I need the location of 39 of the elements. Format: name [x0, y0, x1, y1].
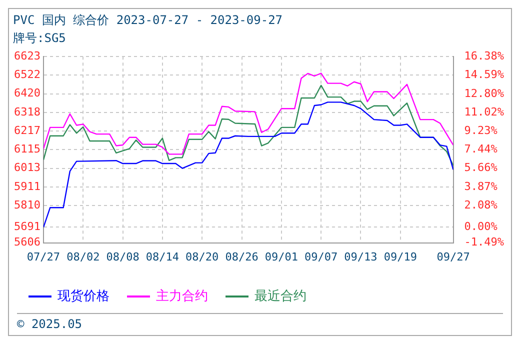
x-tick-label: 09/19 — [384, 250, 417, 264]
x-tick-label: 08/26 — [225, 250, 258, 264]
x-tick-label: 08/20 — [186, 250, 219, 264]
y-tick-label: 6318 — [14, 105, 40, 118]
y2-tick-label: 7.44% — [464, 142, 498, 156]
y-tick-label: 6522 — [14, 68, 40, 81]
chart-title: PVC 国内 综合价 2023-07-27 - 2023-09-27 — [12, 12, 284, 29]
y-tick-label: 5810 — [14, 198, 40, 212]
legend-label: 现货价格 — [58, 288, 110, 304]
y-tick-label: 6420 — [14, 86, 40, 100]
x-tick-label: 08/14 — [146, 250, 180, 264]
y2-tick-label: 16.38% — [464, 49, 504, 62]
y-tick-label: 5691 — [14, 220, 40, 234]
y2-tick-label: 12.80% — [464, 86, 504, 100]
legend-label: 主力合约 — [156, 288, 208, 304]
x-tick-label: 08/08 — [106, 250, 140, 264]
chart-subtitle: 牌号:SG5 — [12, 30, 67, 47]
text: © 2025.05 — [17, 317, 82, 331]
y-tick-label: 6623 — [14, 49, 40, 62]
y2-tick-label: -1.49% — [464, 236, 504, 249]
x-tick-label: 09/27 — [436, 250, 470, 264]
y2-tick-label: 11.02% — [464, 105, 504, 118]
y-tick-label: 5606 — [14, 236, 40, 249]
y2-tick-label: 0.00% — [464, 220, 498, 234]
legend-label: 最近合约 — [254, 288, 306, 304]
y2-tick-label: 5.66% — [464, 161, 498, 174]
y2-tick-label: 9.23% — [464, 124, 498, 137]
y-tick-label: 6217 — [14, 124, 40, 137]
x-tick-label: 09/07 — [304, 250, 338, 264]
x-tick-label: 09/01 — [264, 250, 298, 264]
y-tick-label: 6115 — [14, 142, 40, 156]
x-tick-label: 09/13 — [344, 250, 378, 264]
y2-tick-label: 14.59% — [464, 68, 504, 82]
x-tick-label: 08/02 — [66, 250, 100, 264]
y-tick-label: 5911 — [14, 180, 40, 193]
y2-tick-label: 3.87% — [464, 180, 498, 193]
y-tick-label: 6013 — [14, 161, 40, 174]
y2-tick-label: 2.08% — [464, 198, 498, 212]
x-tick-label: 07/27 — [26, 250, 60, 264]
